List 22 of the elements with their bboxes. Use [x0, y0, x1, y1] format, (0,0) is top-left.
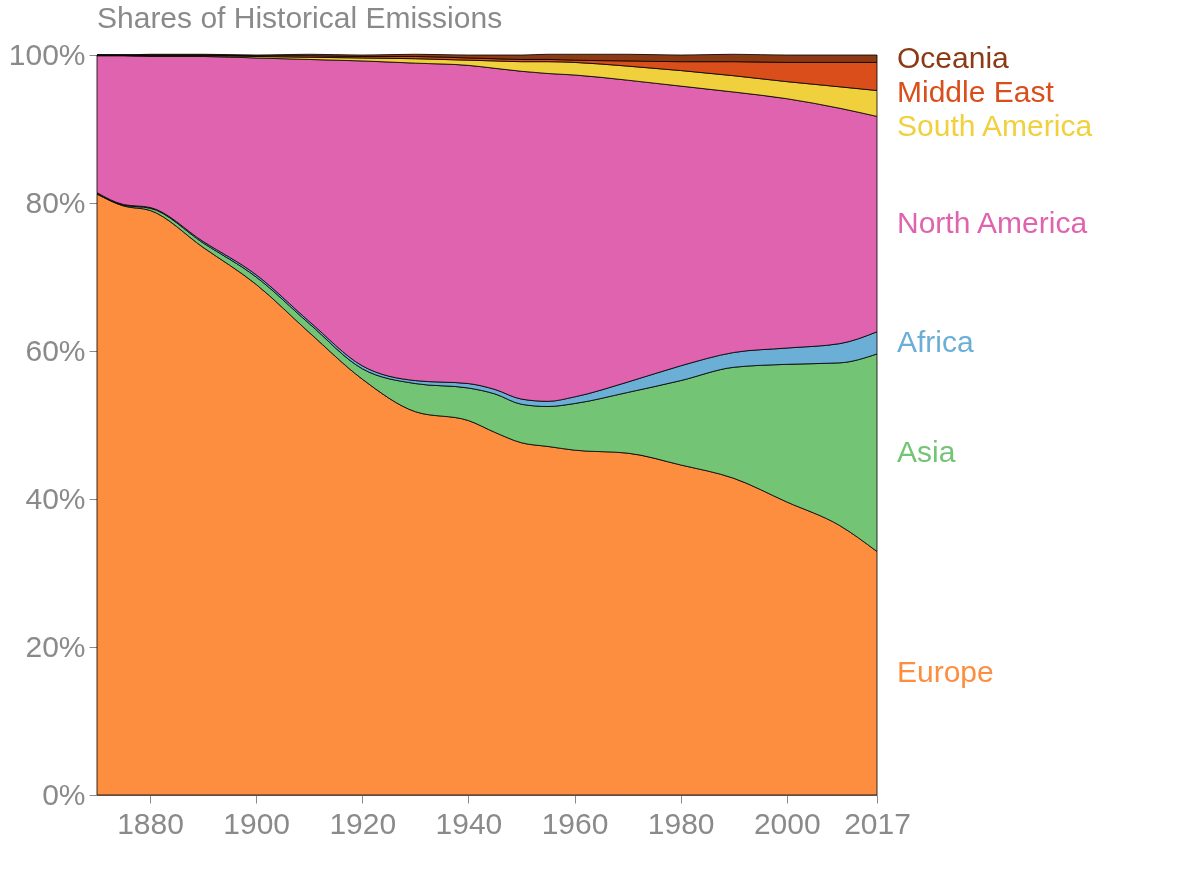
series-label: North America [897, 206, 1088, 240]
series-label: Oceania [897, 40, 1010, 74]
series-label: Asia [897, 434, 956, 468]
y-tick-label: 60% [25, 333, 86, 367]
x-tick-label: 1940 [435, 806, 503, 840]
series-label: Middle East [897, 74, 1055, 108]
y-tick-label: 0% [42, 777, 86, 811]
chart-title: Shares of Historical Emissions [97, 1, 503, 34]
y-tick-label: 80% [25, 185, 86, 219]
y-tick-label: 40% [25, 481, 86, 515]
x-tick-label: 1880 [117, 806, 184, 840]
y-tick-label: 100% [8, 37, 86, 71]
series-label: Africa [897, 324, 974, 358]
series-label: South America [897, 108, 1093, 142]
x-tick-label: 2017 [844, 806, 911, 840]
series-label: Europe [897, 655, 994, 689]
x-tick-label: 1900 [223, 806, 291, 840]
x-tick-label: 1920 [329, 806, 397, 840]
x-tick-label: 1980 [647, 806, 715, 840]
x-tick-label: 2000 [753, 806, 821, 840]
y-tick-label: 20% [25, 629, 86, 663]
x-tick-label: 1960 [541, 806, 609, 840]
